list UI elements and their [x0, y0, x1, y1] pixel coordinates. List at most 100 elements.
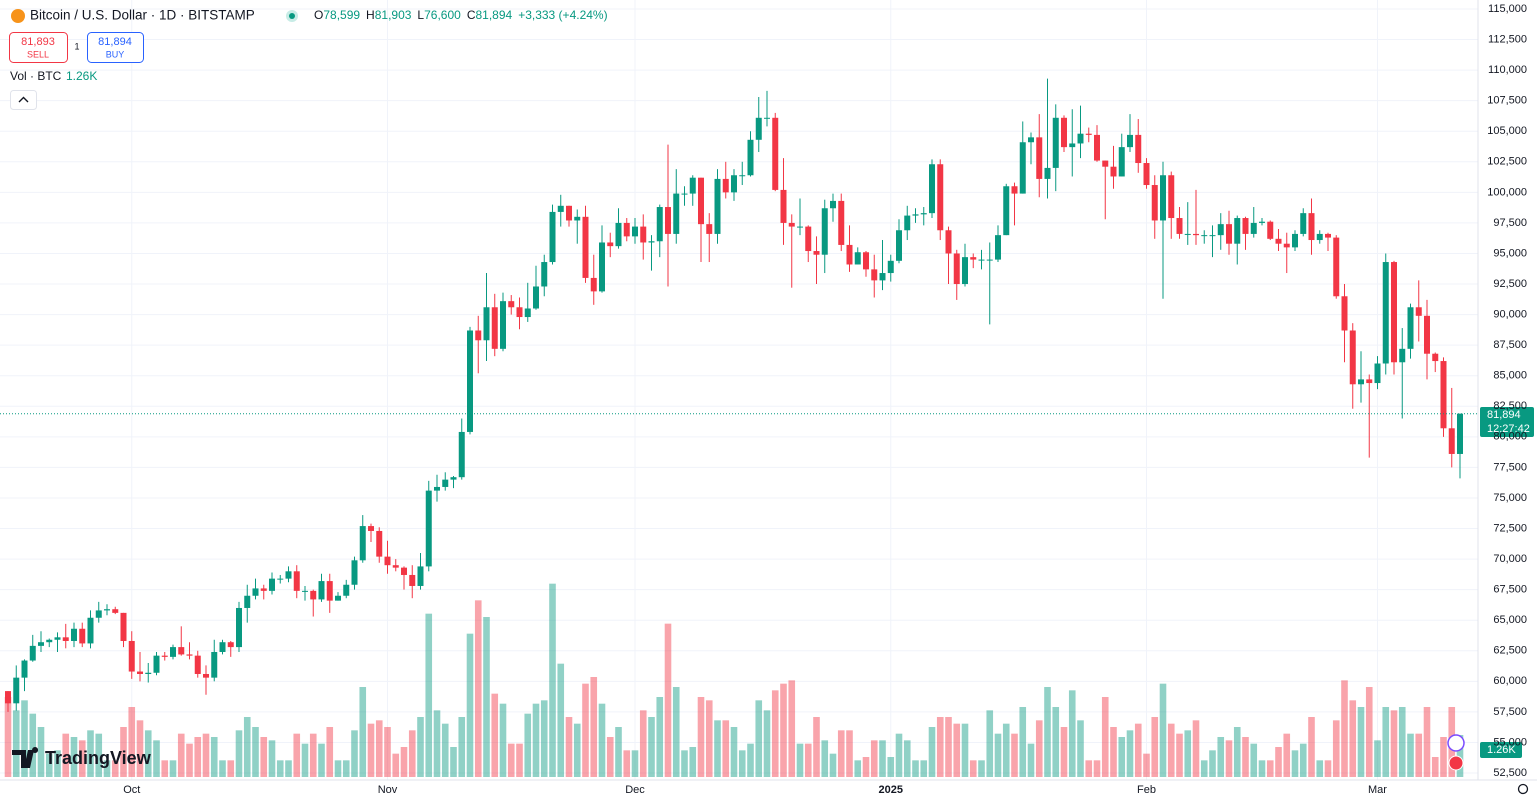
volume-bar: [1002, 723, 1010, 777]
volume-bar: [1159, 683, 1167, 777]
y-tick-label: 87,500: [1493, 339, 1527, 351]
candle-body: [1217, 224, 1224, 236]
y-tick-label: 85,000: [1493, 370, 1527, 382]
candle-body: [995, 235, 1001, 260]
candle-body: [1407, 307, 1414, 349]
candle-body: [788, 222, 795, 227]
volume-bar: [499, 703, 507, 777]
y-tick-label: 112,500: [1488, 33, 1527, 45]
candle-body: [1069, 143, 1076, 148]
volume-bar: [755, 700, 763, 777]
candle-body: [137, 671, 143, 674]
candle-body: [1036, 137, 1043, 179]
volume-bar: [111, 760, 119, 777]
candle-body: [13, 677, 20, 704]
volume-bar: [507, 743, 515, 777]
volume-bar: [1011, 733, 1018, 777]
volume-bar: [656, 697, 664, 777]
volume-bar: [408, 730, 416, 777]
volume-bar: [417, 717, 424, 777]
candle-body: [863, 252, 869, 270]
candle-body: [376, 530, 383, 557]
volume-bar: [375, 720, 383, 777]
grid-layer: [0, 0, 1478, 780]
candle-body: [830, 200, 836, 209]
volume-bar: [260, 737, 268, 777]
candle-body: [764, 117, 770, 119]
candle-body: [1110, 166, 1117, 177]
logo-text: TradingView: [45, 748, 152, 768]
volume-bar: [45, 753, 53, 777]
volume-bar: [1324, 760, 1332, 777]
volume-bar: [994, 733, 1002, 777]
volume-bar: [1398, 707, 1406, 777]
volume-bar: [4, 697, 12, 777]
candle-body: [1003, 186, 1010, 236]
volume-bar: [210, 737, 218, 777]
volume-bar: [120, 727, 127, 777]
volume-tag: [1480, 742, 1522, 758]
volume-bar: [483, 617, 490, 777]
volume-bar: [276, 760, 284, 777]
candle-body: [887, 260, 894, 274]
sell-button[interactable]: [9, 32, 68, 63]
candle-body: [1391, 262, 1397, 363]
candle-body: [656, 207, 663, 242]
collapse-button[interactable]: [10, 90, 37, 110]
y-tick-label: 70,000: [1493, 553, 1527, 565]
symbol-title: Bitcoin / U.S. Dollar · 1D · BITSTAMP: [30, 8, 255, 23]
volume-bar: [62, 733, 70, 777]
candle-body: [541, 262, 548, 287]
candle-body: [1044, 167, 1051, 179]
volume-bar: [1126, 730, 1134, 777]
candle-body: [953, 253, 960, 285]
volume-bar: [400, 747, 408, 777]
candle-body: [557, 205, 564, 212]
candle-body: [62, 637, 69, 641]
volume-bar: [87, 730, 94, 777]
volume-bar: [367, 723, 375, 777]
candle-body: [194, 655, 201, 674]
status-dot: [289, 13, 295, 19]
ohlc-key: L: [417, 8, 424, 22]
volume-bar: [1357, 707, 1365, 777]
candle-body: [186, 654, 193, 656]
candle-body: [244, 595, 251, 608]
volume-bar: [1374, 740, 1381, 777]
candle-body: [219, 642, 226, 652]
volume-legend-label: Vol · BTC: [10, 69, 62, 83]
candle-body: [1250, 222, 1257, 234]
buy-button[interactable]: [87, 32, 144, 63]
event-icon[interactable]: [1447, 734, 1465, 752]
volume-bar: [1275, 747, 1282, 777]
candle-body: [384, 556, 391, 566]
volume-bar: [144, 730, 152, 777]
candle-body: [846, 244, 853, 265]
candle-body: [962, 257, 968, 285]
candle-body: [821, 208, 828, 255]
candle-body: [805, 226, 812, 252]
candle-body: [1052, 117, 1059, 168]
y-tick-label: 65,000: [1493, 614, 1527, 626]
flag-icon[interactable]: [1448, 755, 1464, 771]
y-tick-label: 52,500: [1493, 767, 1527, 779]
volume-bar: [788, 680, 796, 777]
volume-bar: [969, 760, 977, 777]
y-tick-label: 92,500: [1493, 278, 1527, 290]
candle-body: [1019, 142, 1026, 194]
settings-icon[interactable]: [1517, 783, 1529, 795]
volume-bar: [450, 747, 457, 777]
candle-body: [170, 647, 176, 657]
candle-body: [368, 526, 374, 531]
volume-bar: [1052, 707, 1060, 777]
candle-body: [310, 590, 317, 600]
volume-bar: [252, 727, 259, 777]
volume-bar: [573, 723, 581, 777]
candle-body: [1094, 134, 1100, 161]
candle-body: [351, 560, 358, 585]
candle-body: [1118, 147, 1125, 177]
candle-body: [714, 178, 721, 234]
volume-bar: [1019, 707, 1027, 777]
